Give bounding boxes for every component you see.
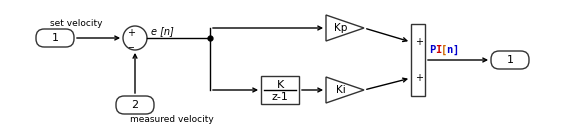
Text: K: K <box>276 80 284 90</box>
Text: I: I <box>435 45 441 55</box>
Text: +: + <box>415 37 423 47</box>
Text: 2: 2 <box>132 100 139 110</box>
Polygon shape <box>326 15 364 41</box>
Text: Ki: Ki <box>336 85 346 95</box>
Text: +: + <box>127 28 135 38</box>
Text: Kp: Kp <box>335 23 348 33</box>
Text: P: P <box>429 45 435 55</box>
Text: 1: 1 <box>51 33 59 43</box>
Bar <box>411 24 425 96</box>
FancyBboxPatch shape <box>36 29 74 47</box>
Text: [: [ <box>441 45 447 55</box>
Text: +: + <box>415 73 423 83</box>
Text: z-1: z-1 <box>271 92 288 102</box>
FancyBboxPatch shape <box>491 51 529 69</box>
FancyBboxPatch shape <box>116 96 154 114</box>
Text: set velocity: set velocity <box>50 19 103 29</box>
Text: 1: 1 <box>507 55 514 65</box>
Text: ]: ] <box>452 45 458 55</box>
Polygon shape <box>326 77 364 103</box>
Text: measured velocity: measured velocity <box>130 115 214 123</box>
Text: e [n]: e [n] <box>151 26 174 36</box>
Text: n: n <box>446 45 453 55</box>
Circle shape <box>123 26 147 50</box>
Text: _: _ <box>128 38 133 48</box>
Bar <box>261 76 299 104</box>
